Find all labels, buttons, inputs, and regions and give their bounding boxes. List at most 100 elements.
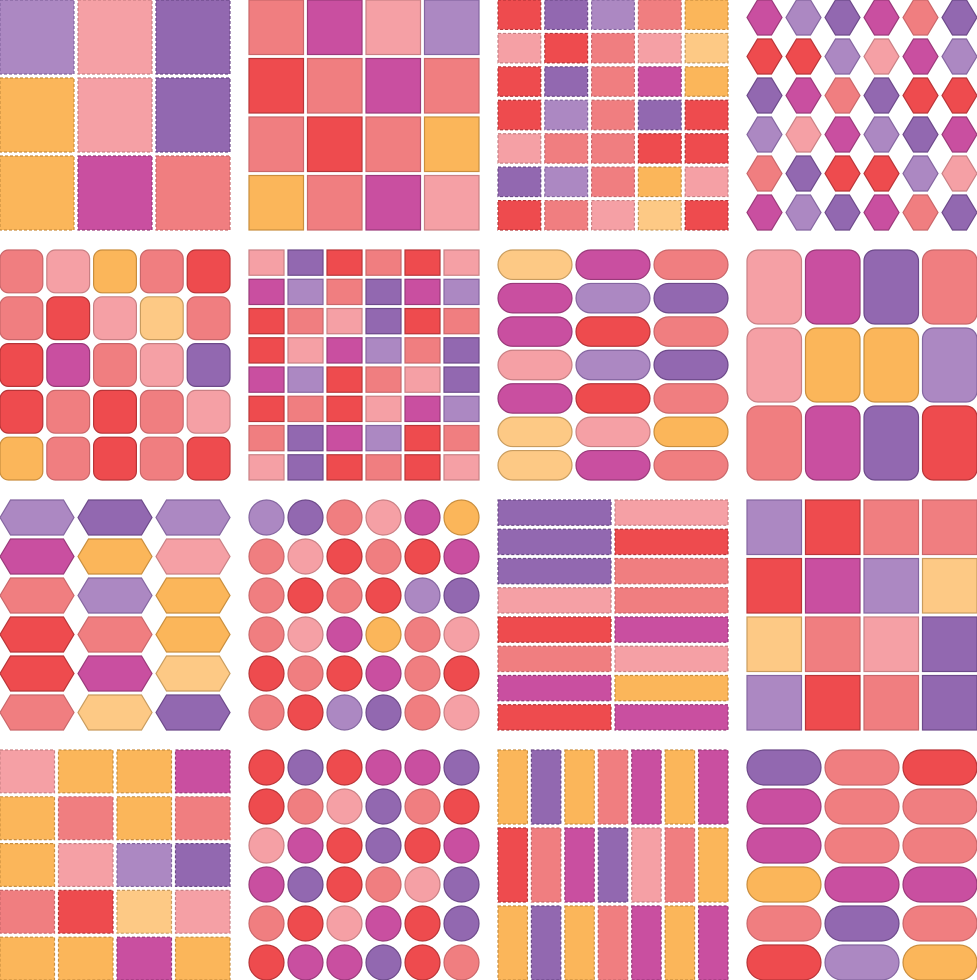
shape [404, 749, 441, 786]
shape [0, 155, 75, 231]
shape [804, 674, 861, 731]
shape [785, 194, 822, 231]
shape [941, 0, 977, 36]
shape [902, 866, 977, 903]
shape [92, 389, 137, 434]
shape [941, 116, 977, 153]
shape [326, 337, 363, 364]
shape [57, 936, 114, 980]
shape [248, 174, 305, 231]
shape [155, 155, 231, 231]
shape [824, 827, 900, 864]
shape [941, 77, 977, 114]
shape [614, 674, 729, 702]
shape [575, 249, 651, 281]
shape [326, 395, 363, 423]
shape [0, 749, 56, 794]
shape [404, 278, 441, 306]
shape [248, 454, 285, 481]
shape [0, 343, 44, 387]
shape [664, 827, 696, 903]
shape [404, 616, 441, 653]
shape [497, 66, 542, 97]
shape [614, 499, 729, 526]
shape [746, 616, 803, 673]
shape [248, 307, 285, 335]
shape [597, 827, 629, 903]
shape [684, 133, 729, 164]
panel [746, 249, 977, 481]
shape [0, 389, 44, 434]
shape [804, 499, 861, 556]
shape [614, 557, 729, 585]
shape [785, 116, 822, 153]
shape [746, 557, 803, 614]
shape [92, 342, 137, 387]
shape [824, 77, 861, 114]
shape [326, 499, 363, 536]
shape [365, 174, 422, 231]
shape [921, 405, 977, 481]
shape [306, 0, 363, 56]
shape [248, 278, 285, 306]
shape [597, 749, 629, 825]
shape [287, 788, 324, 825]
shape [544, 166, 589, 198]
shape [590, 0, 635, 31]
shape [746, 905, 822, 942]
shape [863, 194, 900, 231]
shape [57, 796, 114, 841]
shape [590, 66, 635, 97]
shape [287, 454, 324, 481]
shape [637, 133, 682, 164]
shape [306, 116, 363, 173]
panel [746, 499, 977, 731]
shape [443, 424, 480, 452]
shape [248, 499, 285, 536]
shape [653, 349, 729, 381]
shape [497, 349, 573, 381]
shape [287, 499, 324, 536]
shape [155, 499, 231, 536]
shape [174, 889, 231, 934]
shape [287, 694, 324, 731]
shape [746, 155, 783, 192]
shape [443, 788, 480, 825]
shape [326, 424, 363, 452]
shape [57, 842, 114, 887]
shape [590, 199, 635, 231]
shape [326, 694, 363, 731]
shape [746, 116, 783, 153]
shape [631, 905, 662, 980]
shape [863, 116, 900, 153]
shape [0, 694, 75, 731]
shape [684, 66, 729, 97]
shape [443, 395, 480, 423]
shape [804, 405, 861, 481]
shape [746, 0, 783, 36]
shape [365, 366, 402, 393]
shape [653, 249, 729, 281]
shape [497, 316, 573, 347]
shape [326, 866, 363, 903]
shape [590, 32, 635, 64]
shape [804, 249, 861, 325]
shape [0, 842, 56, 887]
shape [921, 616, 977, 673]
shape [664, 749, 696, 825]
shape [497, 587, 612, 614]
shape [92, 436, 137, 481]
shape [664, 905, 696, 980]
shape [186, 249, 231, 294]
shape [186, 436, 231, 481]
shape [326, 655, 363, 692]
shape [746, 866, 822, 903]
shape [326, 307, 363, 335]
shape [326, 905, 363, 942]
shape [443, 944, 480, 980]
shape [746, 405, 803, 481]
shape [443, 905, 480, 942]
shape [326, 278, 363, 306]
shape [404, 499, 441, 536]
shape [544, 199, 589, 231]
